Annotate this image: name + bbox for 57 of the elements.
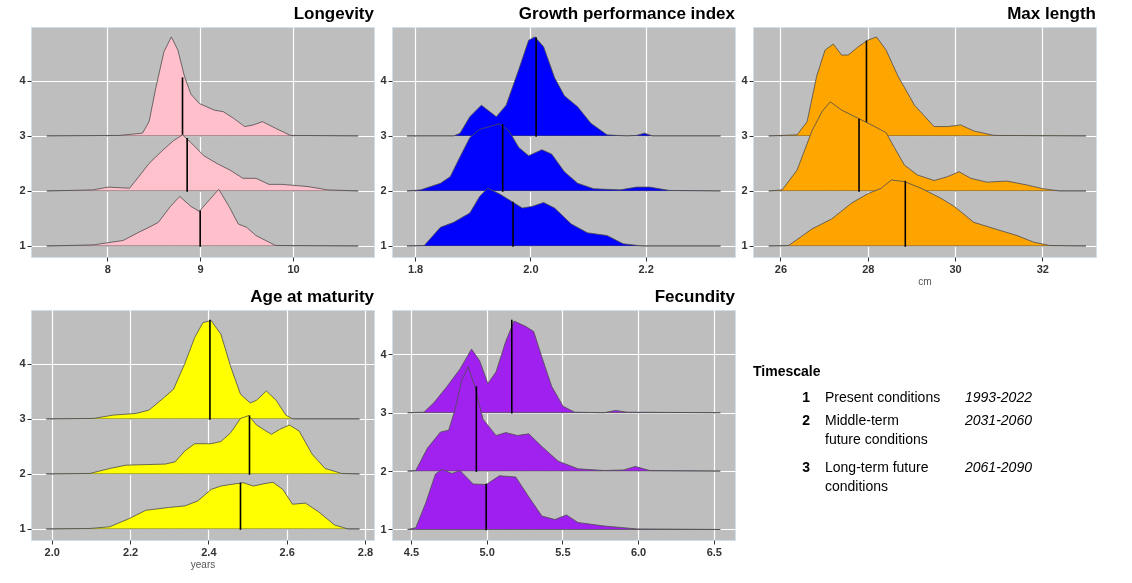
x-tick-label: 2.4 <box>201 545 218 558</box>
y-tick-label: 2 <box>380 464 387 477</box>
x-tick-label: 9 <box>197 262 204 275</box>
y-tick-label: 2 <box>19 467 26 480</box>
x-tick-label: 26 <box>774 262 788 275</box>
text: 2031-2060 <box>964 412 1033 428</box>
y-tick-label: 1 <box>380 239 387 252</box>
chart-title: Fecundity <box>654 287 736 306</box>
y-tick-label: 3 <box>19 412 26 425</box>
x-tick-label: 5.5 <box>555 545 571 558</box>
x-tick-label: 2.6 <box>279 545 295 558</box>
x-axis-title: cm <box>918 275 932 287</box>
x-tick-label: 6.5 <box>706 545 722 558</box>
chart-title: Max length <box>1007 4 1096 23</box>
x-tick-label: 32 <box>1036 262 1049 275</box>
chart-title: Longevity <box>293 4 375 23</box>
x-tick-label: 30 <box>949 262 962 275</box>
x-tick-label: 2.8 <box>357 545 374 558</box>
x-tick-label: 8 <box>104 262 111 275</box>
y-tick-label: 4 <box>380 74 388 87</box>
x-tick-label: 6.0 <box>630 545 647 558</box>
chart-title: Growth performance index <box>518 4 736 23</box>
x-tick-label: 5.0 <box>479 545 495 558</box>
text: Present conditions <box>825 389 941 405</box>
text: Middle-term future conditions <box>825 412 928 447</box>
y-tick-label: 2 <box>19 184 26 197</box>
x-tick-label: 2.0 <box>523 262 539 275</box>
x-tick-label: 1.8 <box>407 262 424 275</box>
x-tick-label: 10 <box>287 262 300 275</box>
y-tick-label: 4 <box>380 347 388 360</box>
y-tick-label: 4 <box>741 74 749 87</box>
y-tick-label: 3 <box>380 406 387 419</box>
y-tick-label: 1 <box>741 239 748 252</box>
y-tick-label: 3 <box>741 129 748 142</box>
y-tick-label: 4 <box>19 74 27 87</box>
y-tick-label: 2 <box>741 184 748 197</box>
y-tick-label: 1 <box>19 522 26 535</box>
text: 2061-2090 <box>964 459 1033 475</box>
text: 1 <box>802 389 811 405</box>
chart-title: Age at maturity <box>250 287 375 306</box>
y-tick-label: 4 <box>19 357 27 370</box>
text: 1993-2022 <box>965 389 1033 405</box>
x-axis-title: years <box>190 558 216 570</box>
x-tick-label: 28 <box>862 262 875 275</box>
text: Timescale <box>753 363 821 379</box>
x-tick-label: 4.5 <box>403 545 420 558</box>
text: Long-term future conditions <box>825 459 929 494</box>
y-tick-label: 3 <box>380 129 387 142</box>
x-tick-label: 2.2 <box>122 545 139 558</box>
y-tick-label: 1 <box>380 522 387 535</box>
y-tick-label: 1 <box>19 239 26 252</box>
text: 3 <box>802 459 811 475</box>
x-tick-label: 2.2 <box>638 262 654 275</box>
x-tick-label: 2.0 <box>44 545 60 558</box>
y-tick-label: 2 <box>380 184 387 197</box>
y-tick-label: 3 <box>19 129 26 142</box>
text: 2 <box>802 412 811 428</box>
